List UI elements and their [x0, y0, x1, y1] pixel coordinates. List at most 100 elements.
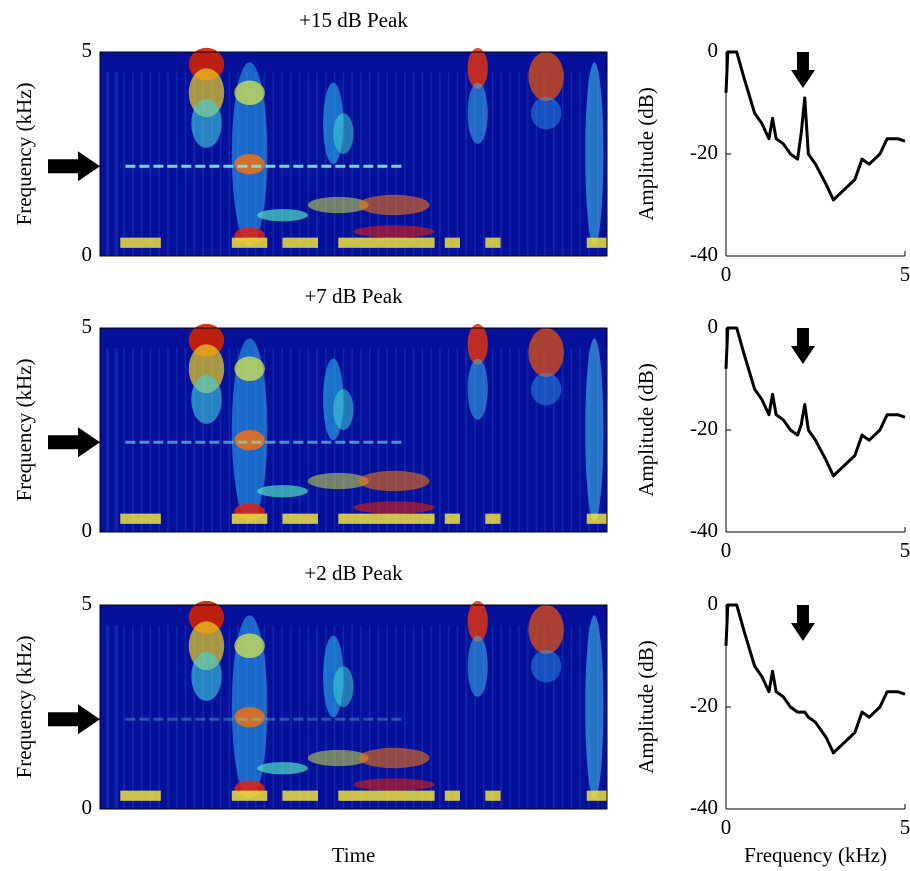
spectrogram-blob	[530, 372, 562, 406]
spectrogram-blob	[234, 430, 265, 451]
spectrogram-low-band	[586, 790, 607, 801]
spectrogram-low-band	[586, 237, 607, 248]
spectrogram-low-band	[485, 513, 501, 524]
chart-title: +2 dB Peak	[304, 561, 403, 585]
y-tick-label: -40	[690, 795, 718, 819]
line-series	[724, 50, 906, 202]
y-axis-label: Frequency (kHz)	[12, 359, 36, 502]
arrow	[48, 151, 100, 182]
spectrogram-blob	[307, 749, 369, 767]
spectrogram-low-band	[338, 237, 435, 248]
y-axis-label: Amplitude (dB)	[634, 363, 658, 497]
spectrogram-blob	[585, 62, 604, 246]
spectrogram-background	[100, 52, 607, 256]
spectrogram-blob	[191, 98, 222, 148]
spectrogram-blob	[530, 96, 562, 130]
spectrogram-low-band	[231, 237, 268, 248]
y-tick-label: 5	[82, 38, 93, 62]
y-tick-label: 5	[82, 591, 93, 615]
spectrogram-blob	[467, 323, 488, 365]
spectrogram-blob	[467, 47, 488, 89]
arrow	[48, 704, 100, 735]
spectrogram-low-band	[586, 513, 607, 524]
spectrogram-blob	[191, 374, 222, 424]
y-tick-label: 0	[708, 314, 719, 338]
plot-frame	[99, 327, 608, 533]
plot-frame	[99, 51, 608, 257]
spectrogram-blob	[358, 194, 430, 216]
spectrogram-blob	[257, 485, 308, 498]
spectrogram-low-band	[120, 790, 161, 801]
spectrogram-low-band	[444, 790, 460, 801]
arrow	[48, 427, 100, 458]
y-tick-label: -20	[690, 693, 718, 717]
spectrogram-low-band	[485, 790, 501, 801]
x-tick-label: 0	[721, 815, 732, 839]
y-tick-label: 0	[82, 795, 93, 819]
spectrogram-blob	[257, 762, 308, 775]
y-tick-label: 0	[82, 518, 93, 542]
spectrogram-blob	[528, 52, 564, 101]
y-tick-label: 0	[708, 591, 719, 615]
spectrogram-blob	[333, 113, 354, 154]
x-tick-label: 0	[721, 538, 732, 562]
spectrogram-blob	[234, 80, 265, 106]
spectrogram-low-band	[231, 513, 268, 524]
y-tick-label: 0	[708, 38, 719, 62]
y-tick-label: 0	[82, 242, 93, 266]
x-tick-label: 5	[900, 815, 910, 839]
spectrogram-low-band	[231, 790, 268, 801]
spectrogram-blob	[467, 600, 488, 642]
chart-title: +15 dB Peak	[299, 8, 408, 32]
arrow	[790, 605, 815, 641]
line-series	[724, 326, 906, 478]
spectrogram-low-band	[282, 237, 319, 248]
y-tick-label: -20	[690, 416, 718, 440]
spectrogram-low-band	[338, 790, 435, 801]
spectrogram-low-band	[282, 790, 319, 801]
spectrogram-blob	[234, 356, 265, 382]
spectrogram-blob	[307, 472, 369, 490]
spectrogram-low-band	[444, 513, 460, 524]
x-tick-label: 5	[900, 538, 910, 562]
spectrogram-blob	[467, 82, 488, 144]
spectrogram-low-band	[120, 237, 161, 248]
spectrogram-blob	[467, 358, 488, 420]
y-axis-label: Frequency (kHz)	[12, 636, 36, 779]
y-axis-label: Amplitude (dB)	[634, 87, 658, 221]
y-axis-label: Amplitude (dB)	[634, 640, 658, 774]
y-axis-label: Frequency (kHz)	[12, 83, 36, 226]
spectrogram-low-band	[444, 237, 460, 248]
chart-title: +7 dB Peak	[304, 284, 403, 308]
spectrogram-background	[100, 328, 607, 532]
spectrogram-low-band	[485, 237, 501, 248]
spectrogram-blob	[234, 154, 265, 175]
x-tick-label: 0	[721, 262, 732, 286]
spectrogram-blob	[528, 605, 564, 654]
spectrogram-blob	[257, 209, 308, 222]
spectrogram-blob	[353, 225, 435, 238]
spectrogram-blob	[307, 196, 369, 214]
x-axis-label: Time	[332, 843, 376, 867]
spectrogram-blob	[585, 338, 604, 522]
spectrogram-low-band	[120, 513, 161, 524]
spectrogram-background	[100, 605, 607, 809]
spectrogram-blob	[467, 635, 488, 697]
spectrogram-blob	[585, 615, 604, 799]
y-tick-label: -40	[690, 518, 718, 542]
spectrogram-blob	[333, 389, 354, 430]
spectrogram-blob	[191, 651, 222, 701]
arrow	[790, 52, 815, 88]
spectrogram-blob	[528, 328, 564, 377]
arrow	[790, 328, 815, 364]
spectrogram-blob	[234, 707, 265, 728]
x-tick-label: 5	[900, 262, 910, 286]
spectrogram-blob	[231, 615, 268, 799]
y-tick-label: 5	[82, 314, 93, 338]
spectrogram-low-band	[338, 513, 435, 524]
x-axis-label: Frequency (kHz)	[744, 843, 887, 867]
spectrogram-blob	[234, 633, 265, 659]
spectrogram-blob	[333, 666, 354, 707]
plot-frame	[99, 604, 608, 810]
